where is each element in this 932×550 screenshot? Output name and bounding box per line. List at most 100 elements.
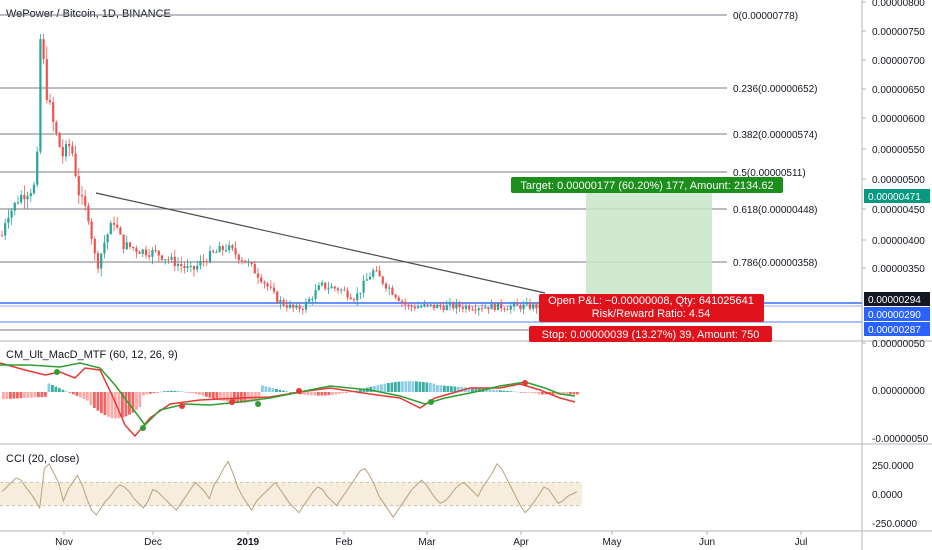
macd-pane[interactable]: CM_Ult_MacD_MTF (60, 12, 26, 9)	[6, 349, 178, 361]
candle-body	[164, 259, 167, 261]
macd-histogram-bar	[544, 392, 548, 395]
pnl-label-bg	[539, 294, 764, 322]
candle-body	[103, 242, 106, 254]
macd-histogram-bar	[191, 392, 194, 394]
macd-histogram-bar	[520, 392, 523, 393]
candle-body	[167, 259, 170, 261]
candle-body	[304, 301, 308, 310]
price-tag-label: 0.00000294	[868, 295, 921, 306]
macd-histogram-bar	[37, 392, 40, 398]
price-axis[interactable]: 0.00000800 0.00000750 0.00000700 0.00000650…	[862, 0, 929, 530]
candle-body	[493, 303, 496, 311]
macd-histogram-bar	[19, 392, 23, 399]
candle-body	[240, 260, 244, 262]
candle-body	[372, 270, 375, 277]
price-tick-label: 0.00000400	[872, 236, 925, 247]
candle-body	[292, 304, 295, 308]
candle-body	[416, 306, 420, 309]
candle-body	[100, 253, 103, 269]
candle-body	[154, 250, 157, 252]
candle-body	[144, 249, 148, 256]
candle-body	[10, 210, 13, 218]
price-tag	[864, 307, 930, 321]
time-tick-label: Feb	[335, 537, 353, 548]
macd-histogram-bar	[516, 391, 520, 393]
macd-cross-dot	[428, 399, 434, 405]
macd-histogram-bar	[65, 391, 68, 392]
candle-body	[455, 303, 458, 309]
candle-body	[407, 304, 410, 306]
candle-body	[260, 277, 263, 282]
risk-reward-label: Risk/Reward Ratio: 4.54	[592, 308, 711, 320]
position-labels: Target: 0.00000177 (60.20%) 177, Amount:…	[511, 177, 783, 342]
candle-body	[458, 303, 461, 308]
time-tick-label: Jul	[795, 537, 808, 548]
candle-body	[90, 221, 93, 239]
candle-body	[320, 282, 324, 286]
candle-body	[516, 303, 519, 306]
macd-histogram-bar	[432, 383, 436, 392]
candle-body	[295, 305, 298, 308]
macd-histogram-bar	[338, 392, 341, 394]
macd-histogram-bar	[264, 386, 268, 392]
candle-body	[29, 193, 32, 197]
macd-histogram-bar	[327, 392, 331, 396]
candle-body	[391, 287, 394, 295]
candle-body	[148, 255, 151, 257]
candle-body	[84, 196, 87, 206]
candle-body	[20, 194, 23, 203]
candle-body	[285, 305, 288, 308]
macd-histogram-bar	[103, 392, 107, 416]
macd-histogram-bar	[443, 385, 446, 392]
macd-histogram-bar	[79, 392, 82, 398]
candle-body	[125, 242, 128, 250]
candle-body	[381, 276, 384, 284]
trendline[interactable]	[95, 192, 546, 294]
candle-body	[324, 282, 327, 289]
macd-histogram-bar	[201, 392, 205, 396]
candle-body	[282, 300, 285, 306]
macd-histogram-bar	[229, 392, 233, 403]
candle-body	[336, 288, 340, 291]
macd-histogram-bar	[215, 392, 219, 400]
macd-histogram-bar	[180, 391, 184, 392]
candle-body	[160, 255, 164, 260]
candle-body	[512, 303, 516, 306]
candle-body	[432, 304, 436, 309]
macd-histogram-bar	[96, 392, 100, 411]
candle-body	[429, 304, 432, 306]
candle-body	[378, 270, 381, 277]
price-tick-label: 0.00000550	[872, 145, 925, 156]
macd-histogram-bar	[51, 385, 54, 392]
target-zone[interactable]	[586, 186, 712, 303]
descending-trendline[interactable]	[95, 192, 546, 294]
candle-body	[308, 298, 311, 302]
candle-body	[208, 250, 212, 263]
macd-histogram-bar	[425, 382, 429, 392]
macd-histogram-bar	[439, 385, 443, 392]
macd-histogram-bar	[415, 381, 418, 392]
macd-histogram-bar	[485, 389, 488, 392]
macd-histogram-bar	[222, 392, 226, 402]
macd-histogram-bar	[138, 392, 142, 408]
candle-body	[0, 235, 4, 237]
candle-body	[477, 308, 480, 311]
candle-body	[234, 248, 237, 255]
macd-histogram-bar	[54, 386, 58, 392]
stop-label: Stop: 0.00000039 (13.27%) 39, Amount: 75…	[542, 329, 760, 341]
macd-histogram-bar	[278, 389, 282, 392]
macd-histogram-bar	[289, 392, 292, 393]
macd-histogram-bar	[523, 392, 527, 393]
macd-histogram-bar	[72, 392, 75, 395]
candle-body	[228, 245, 231, 251]
candle-body	[340, 289, 343, 291]
candle-body	[122, 234, 125, 250]
time-axis[interactable]: Nov Dec 2019 Feb Mar Apr May Jun Jul	[55, 531, 807, 548]
cci-pane[interactable]: CCI (20, close)	[6, 453, 79, 465]
candle-body	[448, 302, 452, 305]
candle-body	[279, 300, 282, 303]
macd-histogram-bar	[320, 392, 324, 396]
macd-histogram-bar	[310, 392, 313, 396]
